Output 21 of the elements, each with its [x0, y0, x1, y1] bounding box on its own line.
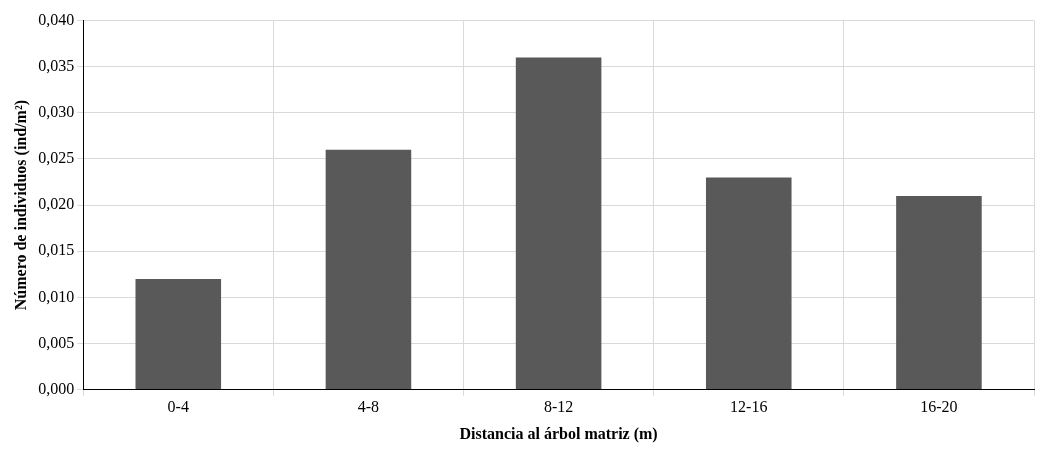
y-tick-label: 0,015 [38, 241, 75, 259]
bar [896, 195, 982, 390]
y-tick-label: 0,040 [38, 10, 75, 28]
x-tick-label: 16-20 [920, 398, 958, 416]
x-tick-label: 4-8 [357, 398, 380, 416]
y-tick-label: 0,025 [38, 149, 75, 167]
x-tick-label: 12-16 [730, 398, 768, 416]
bar [515, 57, 602, 390]
y-tick-label: 0,005 [38, 333, 75, 351]
y-tick-label: 0,030 [38, 103, 75, 121]
y-tick-label: 0,000 [38, 379, 75, 397]
x-tick-label: 8-12 [543, 398, 574, 416]
bar [325, 149, 412, 390]
y-tick-label: 0,010 [38, 287, 75, 305]
y-tick-label: 0,020 [38, 195, 75, 213]
x-tick-label: 0-4 [167, 398, 189, 416]
y-tick-label: 0,035 [38, 56, 75, 74]
bar [135, 278, 222, 390]
bar [705, 177, 792, 390]
y-axis-title: Número de individuos (ind/m²) [11, 99, 30, 311]
x-axis-title: Distancia al árbol matriz (m) [459, 424, 658, 443]
